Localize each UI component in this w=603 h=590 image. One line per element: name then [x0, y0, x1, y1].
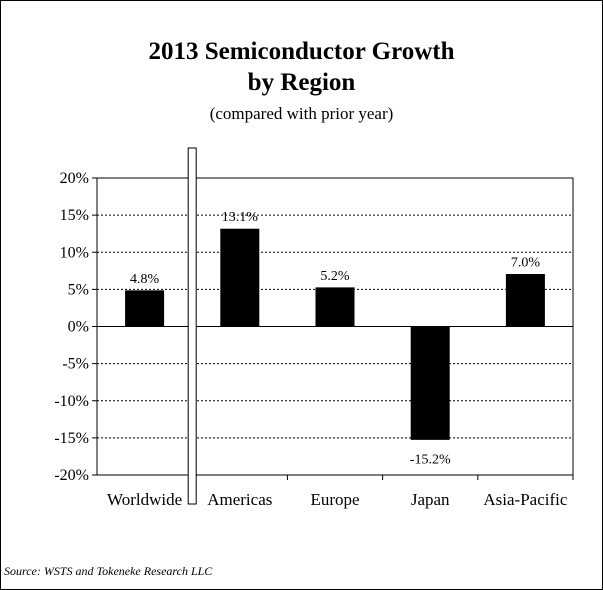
worldwide-divider — [187, 147, 197, 505]
x-category-label: Asia-Pacific — [483, 490, 567, 509]
y-tick-label: -5% — [62, 356, 89, 373]
x-category-label: Americas — [207, 490, 272, 509]
chart-title-line1: 2013 Semiconductor Growth — [148, 38, 455, 65]
y-tick-label: -10% — [54, 393, 89, 410]
y-tick-label: 10% — [60, 244, 89, 261]
data-label: 5.2% — [320, 269, 350, 284]
data-label: 7.0% — [511, 256, 541, 271]
data-label: -15.2% — [410, 452, 451, 467]
y-tick-label: -20% — [54, 467, 89, 484]
bar-japan — [410, 326, 450, 440]
data-label: 13.1% — [222, 210, 259, 225]
bar-asia-pacific — [505, 274, 545, 327]
y-tick-label: -15% — [54, 430, 89, 447]
chart-title-line2: by Region — [247, 69, 356, 96]
y-tick-label: 5% — [68, 281, 89, 298]
source-note: Source: WSTS and Tokeneke Research LLC — [4, 564, 213, 578]
y-tick-label: 0% — [68, 319, 89, 336]
chart-subtitle: (compared with prior year) — [209, 104, 394, 123]
x-category-label: Europe — [310, 490, 359, 509]
bar-americas — [220, 228, 260, 327]
data-label: 4.8% — [130, 272, 160, 287]
x-category-label: Worldwide — [107, 490, 182, 509]
y-tick-label: 20% — [60, 170, 89, 187]
bar-worldwide — [125, 290, 165, 327]
x-category-label: Japan — [411, 490, 450, 509]
y-tick-label: 15% — [60, 207, 89, 224]
bar-europe — [315, 287, 355, 328]
